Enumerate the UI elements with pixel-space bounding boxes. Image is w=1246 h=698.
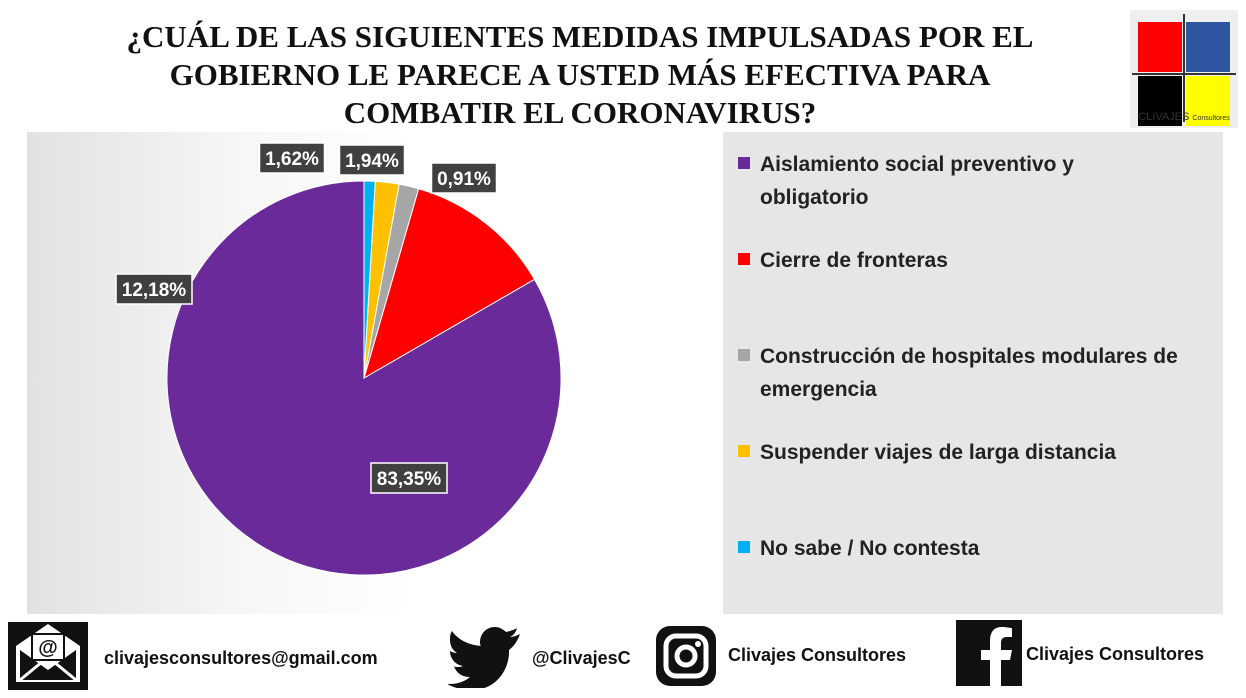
legend-swatch-construccion: [738, 349, 750, 361]
footer: @ clivajesconsultores@gmail.com @Clivaje…: [0, 618, 1246, 698]
data-label-suspender: 1,94%: [338, 144, 406, 176]
clivajes-logo: CLIVAJES Consultores: [1130, 10, 1238, 128]
legend-line: Suspender viajes de larga distancia: [760, 441, 1116, 464]
legend-line: Construcción de hospitales modulares de: [760, 345, 1178, 368]
legend-swatch-nosabe: [738, 541, 750, 553]
footer-email[interactable]: clivajesconsultores@gmail.com: [104, 648, 378, 668]
footer-instagram[interactable]: Clivajes Consultores: [728, 645, 907, 665]
legend-line: emergencia: [760, 378, 877, 401]
data-label-cierre: 12,18%: [115, 273, 193, 305]
svg-text:83,35%: 83,35%: [377, 469, 442, 490]
logo-name: CLIVAJES: [1138, 111, 1190, 123]
logo-horizontal-line: [1132, 73, 1236, 75]
legend-label-aislamiento: Aislamiento social preventivo y obligato…: [760, 148, 1215, 214]
legend-line: No sabe / No contesta: [760, 537, 980, 560]
legend-area-background: [723, 132, 1223, 614]
legend-label-nosabe: No sabe / No contesta: [760, 532, 1215, 565]
legend-swatch-aislamiento: [738, 157, 750, 169]
logo-subtext: Consultores: [1192, 115, 1230, 122]
legend-line: obligatorio: [760, 186, 869, 209]
logo-black-square: [1138, 76, 1182, 126]
logo-red-square: [1138, 22, 1182, 72]
svg-text:@: @: [38, 637, 58, 659]
logo-text: CLIVAJES Consultores: [1130, 111, 1238, 123]
legend-line: Aislamiento social preventivo y: [760, 153, 1074, 176]
svg-text:12,18%: 12,18%: [122, 280, 187, 301]
logo-blue-square: [1186, 22, 1230, 72]
logo-yellow-square: [1186, 76, 1230, 126]
pie-slice-aislamiento: [166, 180, 562, 576]
instagram-icon: [656, 626, 716, 686]
pie-chart: 83,35% 12,18% 1,62% 1,94% 0,91%: [115, 142, 562, 576]
data-label-construccion: 1,62%: [258, 142, 326, 174]
twitter-bird-icon: [448, 627, 520, 688]
svg-text:0,91%: 0,91%: [437, 169, 491, 190]
envelope-icon: @: [8, 622, 88, 690]
legend-label-cierre: Cierre de fronteras: [760, 244, 1215, 277]
pie-slice-cierre: [363, 188, 536, 380]
title-line-2: GOBIERNO LE PARECE A USTED MÁS EFECTIVA …: [169, 57, 991, 92]
title-line-1: ¿CUÁL DE LAS SIGUIENTES MEDIDAS IMPULSAD…: [126, 19, 1034, 54]
chart-panel: 83,35% 12,18% 1,62% 1,94% 0,91%: [27, 132, 1223, 614]
data-label-aislamiento: 83,35%: [370, 462, 448, 494]
svg-text:1,94%: 1,94%: [345, 151, 399, 172]
footer-twitter[interactable]: @ClivajesC: [532, 648, 631, 668]
chart-title: ¿CUÁL DE LAS SIGUIENTES MEDIDAS IMPULSAD…: [40, 18, 1120, 132]
legend-line: Cierre de fronteras: [760, 249, 948, 272]
footer-facebook[interactable]: Clivajes Consultores: [1026, 644, 1205, 664]
legend-swatch-suspender: [738, 445, 750, 457]
logo-vertical-line: [1183, 14, 1185, 122]
data-label-nosabe: 0,91%: [430, 162, 498, 194]
title-line-3: COMBATIR EL CORONAVIRUS?: [343, 95, 817, 130]
facebook-icon: [956, 620, 1022, 686]
legend-label-suspender: Suspender viajes de larga distancia: [760, 436, 1215, 469]
pie-slice-nosabe: [363, 180, 376, 379]
legend-swatch-cierre: [738, 253, 750, 265]
legend-label-construccion: Construcción de hospitales modulares de …: [760, 340, 1215, 406]
svg-text:1,62%: 1,62%: [265, 149, 319, 170]
